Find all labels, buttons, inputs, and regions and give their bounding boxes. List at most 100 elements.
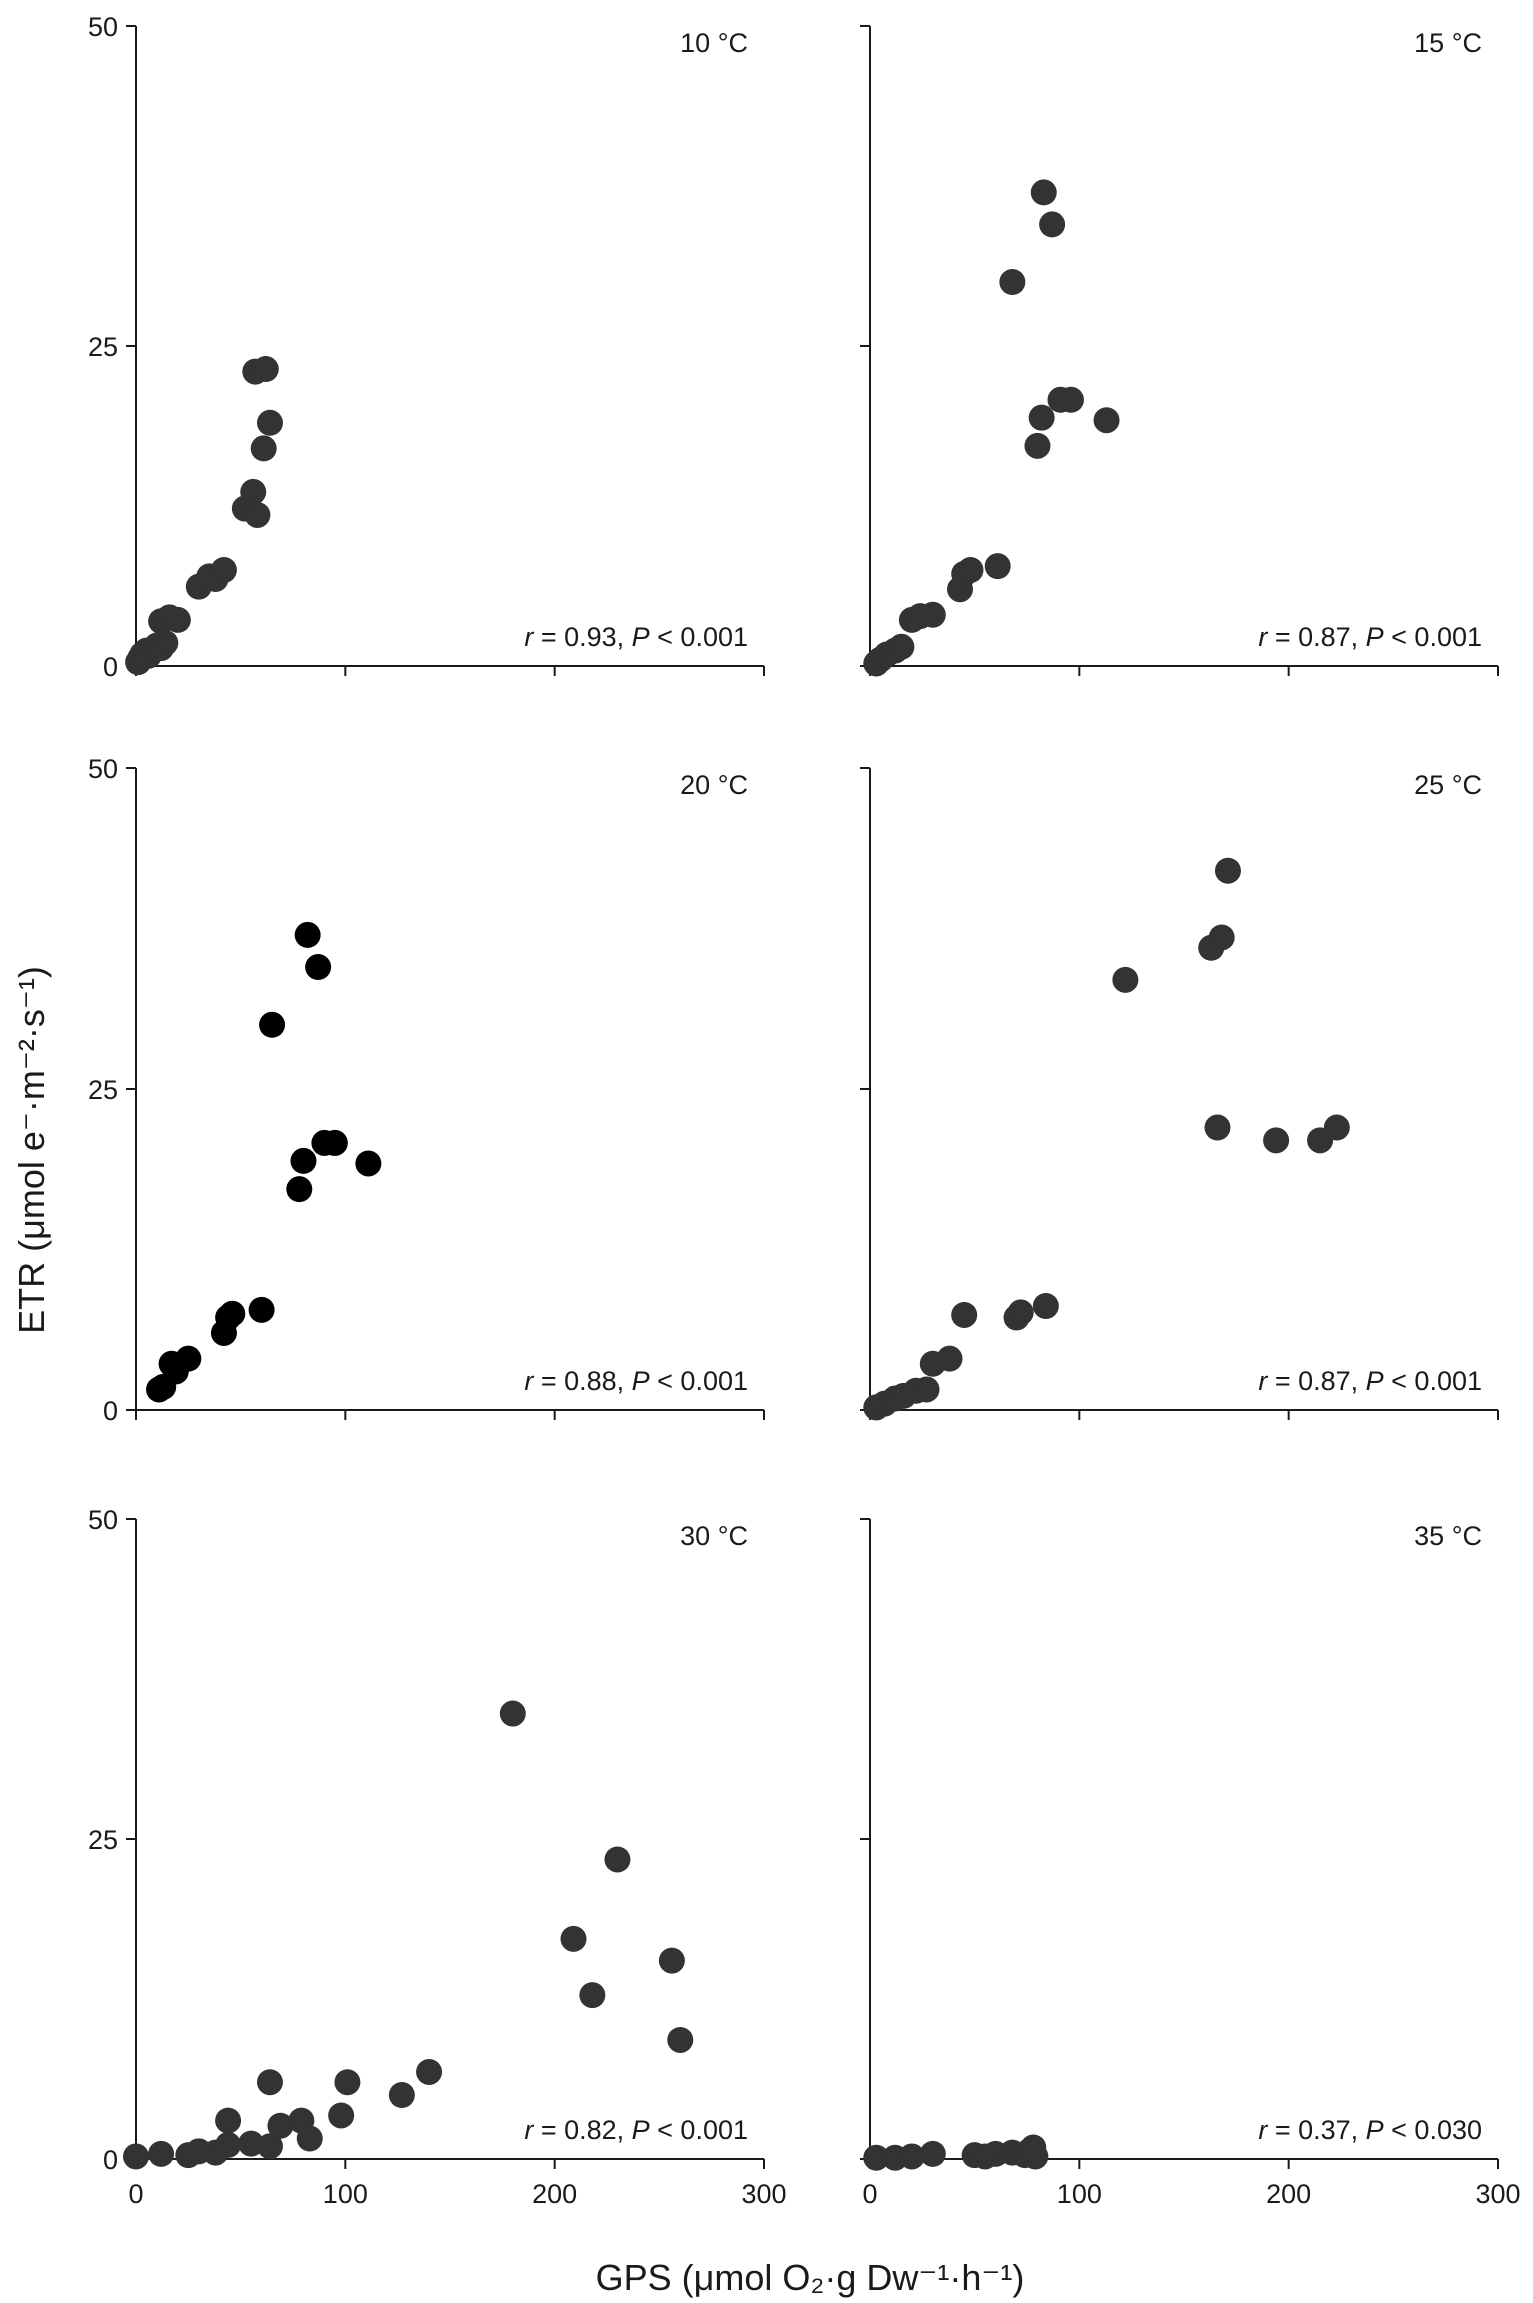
data-point <box>1030 179 1057 206</box>
data-point <box>321 1129 348 1156</box>
data-point <box>1022 2143 1049 2170</box>
data-point <box>388 2082 415 2108</box>
panel-temperature-label: 35 °C <box>1414 1521 1482 1551</box>
y-tick-label: 50 <box>88 754 118 784</box>
data-point <box>1112 966 1139 993</box>
data-point <box>328 2102 355 2129</box>
scatter-panel-2: 15 °C r = 0.87, P < 0.001 <box>860 25 1499 677</box>
y-tick-label: 0 <box>103 2145 118 2175</box>
data-point <box>951 1301 978 1328</box>
x-tick-label: 300 <box>1475 2179 1520 2209</box>
data-point <box>1323 1114 1350 1141</box>
data-point <box>1039 211 1066 238</box>
scatter-panel-1: 0 25 50 10 °C r = 0.93, P < 0.001 <box>88 12 765 682</box>
data-point <box>294 921 321 948</box>
y-tick-label: 25 <box>88 1075 118 1105</box>
data-point <box>215 2131 242 2158</box>
data-point <box>898 2143 925 2170</box>
data-point <box>1214 857 1241 884</box>
x-tick-label: 100 <box>1057 2179 1102 2209</box>
scatter-panel-6: 0 100 200 300 35 °C r = 0.37, P < 0.030 <box>860 1518 1521 2209</box>
data-point <box>1028 404 1055 431</box>
panel-statistics-label: r = 0.93, P < 0.001 <box>524 622 748 652</box>
data-point <box>416 2058 443 2085</box>
data-point <box>148 2140 175 2167</box>
data-point <box>863 2144 890 2171</box>
data-point <box>919 601 946 628</box>
data-point <box>957 557 984 583</box>
x-tick-label: 0 <box>862 2179 877 2209</box>
data-point <box>215 2107 242 2134</box>
data-point <box>604 1846 631 1873</box>
data-point <box>999 269 1026 295</box>
x-tick-label: 300 <box>741 2179 786 2209</box>
data-point <box>984 553 1011 580</box>
y-tick-label: 0 <box>103 652 118 682</box>
data-point <box>305 954 332 981</box>
y-tick-label: 50 <box>88 1505 118 1535</box>
panel-temperature-label: 25 °C <box>1414 770 1482 800</box>
data-point <box>919 2140 946 2167</box>
panel-statistics-label: r = 0.87, P < 0.001 <box>1258 622 1482 652</box>
data-point <box>250 435 277 462</box>
data-point <box>913 1376 940 1403</box>
panel-statistics-label: r = 0.82, P < 0.001 <box>524 2115 748 2145</box>
data-point <box>259 1011 286 1038</box>
data-point <box>936 1345 963 1372</box>
panel-temperature-label: 30 °C <box>680 1521 748 1551</box>
panel-temperature-label: 20 °C <box>680 770 748 800</box>
panels-group: 0 25 50 10 °C r = 0.93, P < 0.001 15 °C r = 0.… <box>88 12 1521 2209</box>
x-tick-label: 100 <box>323 2179 368 2209</box>
data-point <box>175 1345 202 1372</box>
x-tick-label: 200 <box>532 2179 577 2209</box>
data-point <box>1057 386 1084 413</box>
data-point <box>1263 1127 1290 1154</box>
y-tick-label: 50 <box>88 12 118 42</box>
data-point <box>1204 1114 1231 1141</box>
data-point <box>123 2143 149 2170</box>
scatter-panel-4: 25 °C r = 0.87, P < 0.001 <box>860 767 1499 1421</box>
data-point <box>256 409 283 436</box>
y-axis-title: ETR (μmol e⁻·m⁻²·s⁻¹) <box>11 966 52 1334</box>
data-point <box>1208 924 1235 951</box>
panel-temperature-label: 15 °C <box>1414 28 1482 58</box>
data-point <box>286 1176 313 1203</box>
data-point <box>1007 1299 1034 1326</box>
data-point <box>334 2069 361 2096</box>
x-tick-label: 200 <box>1266 2179 1311 2209</box>
data-point <box>1093 407 1120 434</box>
data-point <box>256 2133 283 2160</box>
x-tick-label: 0 <box>128 2179 143 2209</box>
data-point <box>888 633 915 660</box>
data-point <box>658 1947 685 1974</box>
data-point <box>290 1147 317 1174</box>
x-axis-title: GPS (μmol O₂·g Dw⁻¹·h⁻¹) <box>596 2257 1025 2298</box>
data-point <box>219 1300 246 1327</box>
panel-statistics-label: r = 0.87, P < 0.001 <box>1258 1366 1482 1396</box>
y-tick-label: 25 <box>88 332 118 362</box>
y-tick-label: 25 <box>88 1825 118 1855</box>
scatter-panel-3: 0 25 50 20 °C r = 0.88, P < 0.001 <box>88 754 765 1426</box>
data-point <box>1024 432 1051 459</box>
data-point <box>267 2112 294 2139</box>
data-point <box>152 629 179 656</box>
data-point <box>240 478 267 505</box>
data-point <box>252 356 279 383</box>
panel-statistics-label: r = 0.88, P < 0.001 <box>524 1366 748 1396</box>
data-point <box>256 2069 283 2096</box>
y-tick-label: 0 <box>103 1396 118 1426</box>
panel-temperature-label: 10 °C <box>680 28 748 58</box>
data-point <box>210 557 237 583</box>
scatter-panel-5: 0 25 50 0 100 200 300 30 °C r = 0.82, P < 0.001 <box>88 1505 787 2209</box>
panel-statistics-label: r = 0.37, P < 0.030 <box>1258 2115 1482 2145</box>
data-point <box>667 2026 694 2053</box>
data-point <box>499 1700 526 1727</box>
data-point <box>355 1150 382 1177</box>
data-point <box>244 501 271 528</box>
data-point <box>164 606 191 633</box>
data-point <box>1032 1292 1059 1319</box>
data-point <box>248 1296 275 1323</box>
data-point <box>579 1982 606 2009</box>
data-point <box>560 1925 587 1952</box>
